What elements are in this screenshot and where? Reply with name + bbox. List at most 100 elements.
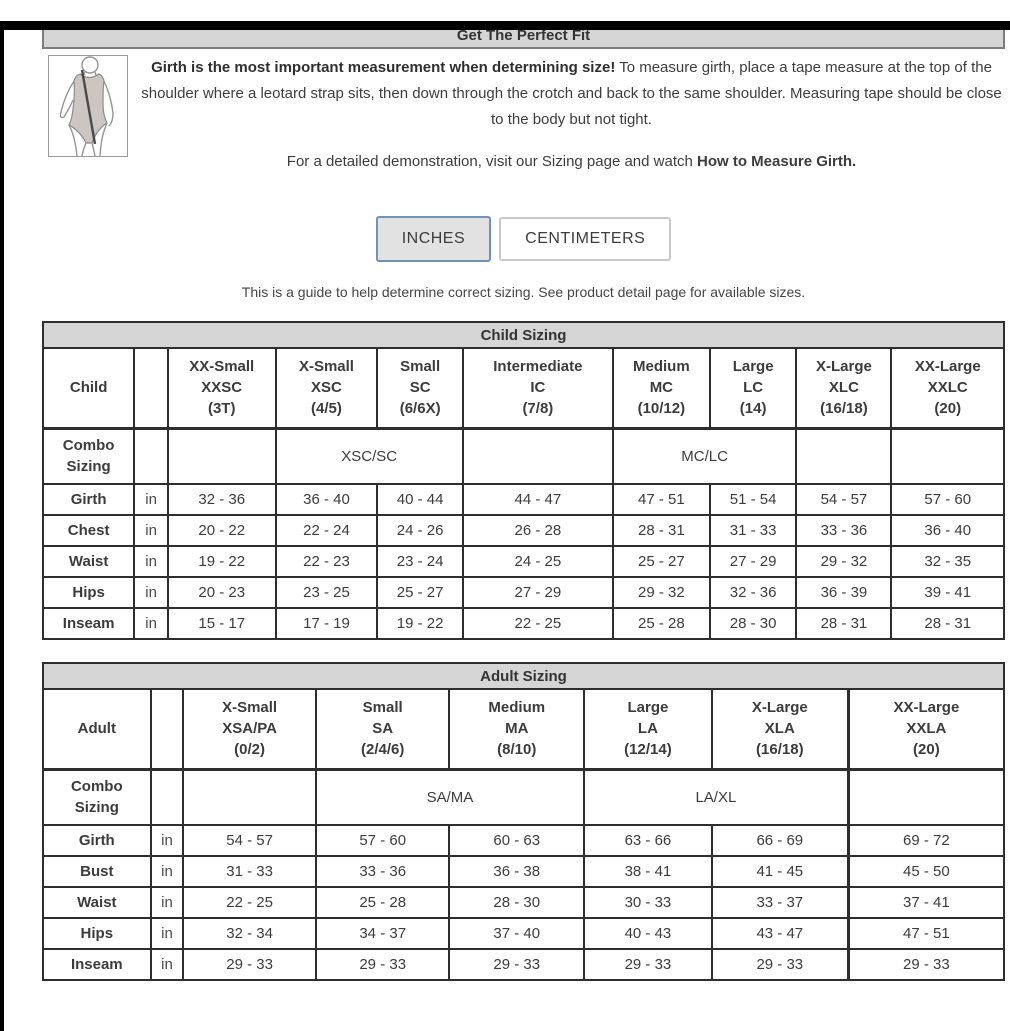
fit-header-title: Get The Perfect Fit	[456, 26, 591, 44]
measure-value: 30 - 33	[583, 886, 713, 919]
child-row-label: Child	[41, 347, 136, 430]
measure-value: 19 - 22	[376, 607, 464, 640]
size-code: SC	[409, 379, 431, 397]
measure-value: 40 - 43	[583, 917, 713, 950]
measure-value: 66 - 69	[710, 824, 850, 857]
size-code: XLC	[828, 379, 859, 397]
combo-sizing-label: Combo Sizing	[41, 427, 136, 485]
measure-value: 31 - 33	[182, 855, 317, 888]
measure-value: 39 - 41	[890, 576, 1005, 609]
combo-empty-cell	[166, 427, 277, 485]
measure-unit: in	[133, 514, 169, 547]
measure-value: 63 - 66	[583, 824, 713, 857]
adult-size-header-row: Adult X-Small XSA/PA (0/2) Small SA (2/4…	[42, 688, 1005, 771]
girth-instructions-bold-lead: Girth is the most important measurement …	[151, 59, 616, 76]
measure-unit: in	[149, 917, 185, 950]
measure-value: 29 - 32	[611, 576, 711, 609]
child-combo-xsc-sc: XSC/SC	[274, 427, 464, 485]
adult-combo-sa-ma: SA/MA	[314, 768, 586, 826]
measure-value: 29 - 33	[182, 948, 317, 981]
size-code: XSC	[311, 379, 342, 397]
combo-empty-cell	[846, 768, 1005, 826]
measure-value: 44 - 47	[461, 483, 614, 516]
measure-value: 32 - 36	[166, 483, 277, 516]
child-size-header-row: Child XX-Small XXSC (3T) X-Small XSC (4/…	[41, 347, 1005, 430]
measure-value: 28 - 31	[795, 607, 893, 640]
child-size-col-xx-small: XX-Small XXSC (3T)	[166, 347, 277, 430]
size-code: XSA/PA	[222, 720, 277, 738]
measure-label: Hips	[42, 917, 152, 950]
measure-value: 28 - 31	[890, 607, 1005, 640]
size-name: Medium	[488, 699, 546, 717]
measure-value: 24 - 25	[461, 545, 614, 578]
measure-label: Girth	[42, 824, 152, 857]
measure-unit: in	[133, 545, 169, 578]
measure-unit: in	[149, 824, 185, 857]
measure-value: 34 - 37	[314, 917, 451, 950]
size-range: (8/10)	[497, 741, 537, 759]
unit-toggle: INCHES CENTIMETERS	[42, 216, 1005, 262]
measure-value: 22 - 24	[274, 514, 379, 547]
measure-value: 17 - 19	[274, 607, 379, 640]
measure-value: 28 - 31	[611, 514, 711, 547]
measure-value: 57 - 60	[314, 824, 451, 857]
measure-value: 41 - 45	[710, 855, 850, 888]
measure-unit: in	[133, 607, 169, 640]
girth-instructions-rest: To measure girth, place a tape measure a…	[141, 59, 1002, 128]
size-code: LC	[743, 379, 764, 397]
size-range: (14)	[739, 400, 767, 418]
measure-value: 36 - 38	[448, 855, 586, 888]
measure-label: Inseam	[42, 948, 152, 981]
measure-value: 27 - 29	[708, 545, 798, 578]
size-name: Large	[732, 358, 774, 376]
child-size-col-large: Large LC (14)	[708, 347, 798, 430]
child-measure-row-girth: Girth in 32 - 36 36 - 40 40 - 44 44 - 47…	[41, 483, 1005, 516]
adult-measure-row-girth: Girth in 54 - 57 57 - 60 60 - 63 63 - 66…	[42, 824, 1005, 857]
sizing-guide-note: This is a guide to help determine correc…	[241, 284, 806, 300]
inches-button[interactable]: INCHES	[375, 216, 492, 262]
child-table-title: Child Sizing	[42, 321, 1005, 349]
adult-size-col-xx-large: XX-Large XXLA (20)	[846, 688, 1005, 771]
size-range: (20)	[913, 741, 940, 759]
combo-empty-cell	[133, 427, 169, 485]
child-combo-mc-lc: MC/LC	[611, 427, 798, 485]
adult-measure-row-inseam: Inseam in 29 - 33 29 - 33 29 - 33 29 - 3…	[42, 948, 1005, 981]
size-name: Small	[400, 358, 441, 376]
combo-empty-cell	[795, 427, 893, 485]
child-size-col-x-small: X-Small XSC (4/5)	[274, 347, 379, 430]
child-measure-row-hips: Hips in 20 - 23 23 - 25 25 - 27 27 - 29 …	[41, 576, 1005, 609]
measure-value: 40 - 44	[376, 483, 464, 516]
measure-value: 29 - 33	[314, 948, 451, 981]
centimeters-button[interactable]: CENTIMETERS	[499, 217, 672, 261]
child-size-col-intermediate: Intermediate IC (7/8)	[461, 347, 614, 430]
measure-value: 54 - 57	[182, 824, 317, 857]
adult-measure-row-hips: Hips in 32 - 34 34 - 37 37 - 40 40 - 43 …	[42, 917, 1005, 950]
size-name: Small	[362, 699, 403, 717]
size-code: LA	[637, 720, 658, 738]
size-range: (10/12)	[637, 400, 686, 418]
measure-value: 36 - 40	[274, 483, 379, 516]
adult-row-label: Adult	[42, 688, 152, 771]
size-name: XX-Small	[189, 358, 255, 376]
measure-value: 33 - 36	[314, 855, 451, 888]
measure-value: 47 - 51	[846, 917, 1005, 950]
measure-label: Chest	[41, 514, 136, 547]
size-name: X-Small	[298, 358, 354, 376]
measure-value: 29 - 33	[846, 948, 1005, 981]
measure-value: 29 - 33	[583, 948, 713, 981]
measure-label: Bust	[42, 855, 152, 888]
adult-combo-sizing-row: Combo Sizing SA/MA LA/XL	[42, 768, 1005, 826]
measure-value: 15 - 17	[166, 607, 277, 640]
child-sizing-table: Child Sizing Child XX-Small XXSC (3T) X-…	[41, 321, 1005, 640]
measure-value: 27 - 29	[461, 576, 614, 609]
size-name: XX-Large	[914, 358, 981, 376]
measure-value: 28 - 30	[448, 886, 586, 919]
measure-value: 22 - 23	[274, 545, 379, 578]
size-name: Large	[627, 699, 669, 717]
size-name: X-Large	[815, 358, 872, 376]
measure-value: 22 - 25	[182, 886, 317, 919]
girth-intro-text: Girth is the most important measurement …	[128, 55, 1005, 170]
measure-label: Hips	[41, 576, 136, 609]
size-name: X-Large	[751, 699, 808, 717]
measure-value: 33 - 37	[710, 886, 850, 919]
